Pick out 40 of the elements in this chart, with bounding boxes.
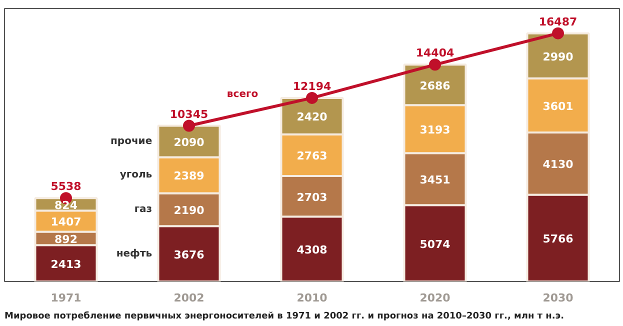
x-tick-label: 2002 (174, 292, 204, 304)
data-label: 2420 (296, 110, 328, 124)
data-label: 4130 (542, 158, 574, 172)
data-label: 3676 (174, 248, 205, 262)
data-label: 5766 (542, 232, 574, 246)
data-label: 3451 (420, 174, 450, 187)
data-label: 3193 (420, 124, 450, 137)
series-label: всего (226, 88, 258, 100)
series-label: газ (134, 204, 152, 216)
data-label: 2703 (296, 190, 328, 204)
data-label: 1407 (50, 216, 82, 229)
x-tick-label: 2030 (542, 292, 574, 304)
point (306, 92, 318, 104)
data-label: 10345 (170, 108, 208, 121)
x-tick-label: 2010 (296, 292, 328, 304)
point (183, 120, 195, 132)
x-tick-label: 2020 (420, 292, 451, 304)
data-label: 14404 (416, 46, 454, 60)
point (429, 58, 441, 71)
data-label: 16487 (538, 15, 578, 28)
data-label: 2389 (174, 170, 204, 183)
text: Мировое потребление первичных энергоносителей в 1971 и 2002 гг. и прогноз на 2010–2030 гг., млн т н.э. (4, 310, 564, 322)
data-label: 2686 (420, 79, 451, 92)
data-label: 5074 (420, 238, 451, 251)
data-label: 3601 (542, 100, 574, 113)
data-label: 5538 (50, 180, 82, 194)
data-label: 824 (54, 198, 78, 212)
data-label: 2190 (174, 204, 205, 218)
data-label: 12194 (292, 80, 332, 93)
series-label: уголь (120, 170, 152, 181)
data-label: 2763 (296, 150, 328, 163)
x-tick-label: 1971 (50, 292, 82, 304)
point (552, 27, 564, 40)
series-label: прочие (110, 136, 152, 148)
data-label: 4308 (296, 244, 328, 257)
data-label: 2413 (50, 258, 82, 271)
series-label: нефть (116, 248, 152, 260)
data-label: 892 (54, 232, 78, 246)
data-label: 2990 (542, 50, 574, 64)
data-label: 2090 (174, 136, 205, 150)
